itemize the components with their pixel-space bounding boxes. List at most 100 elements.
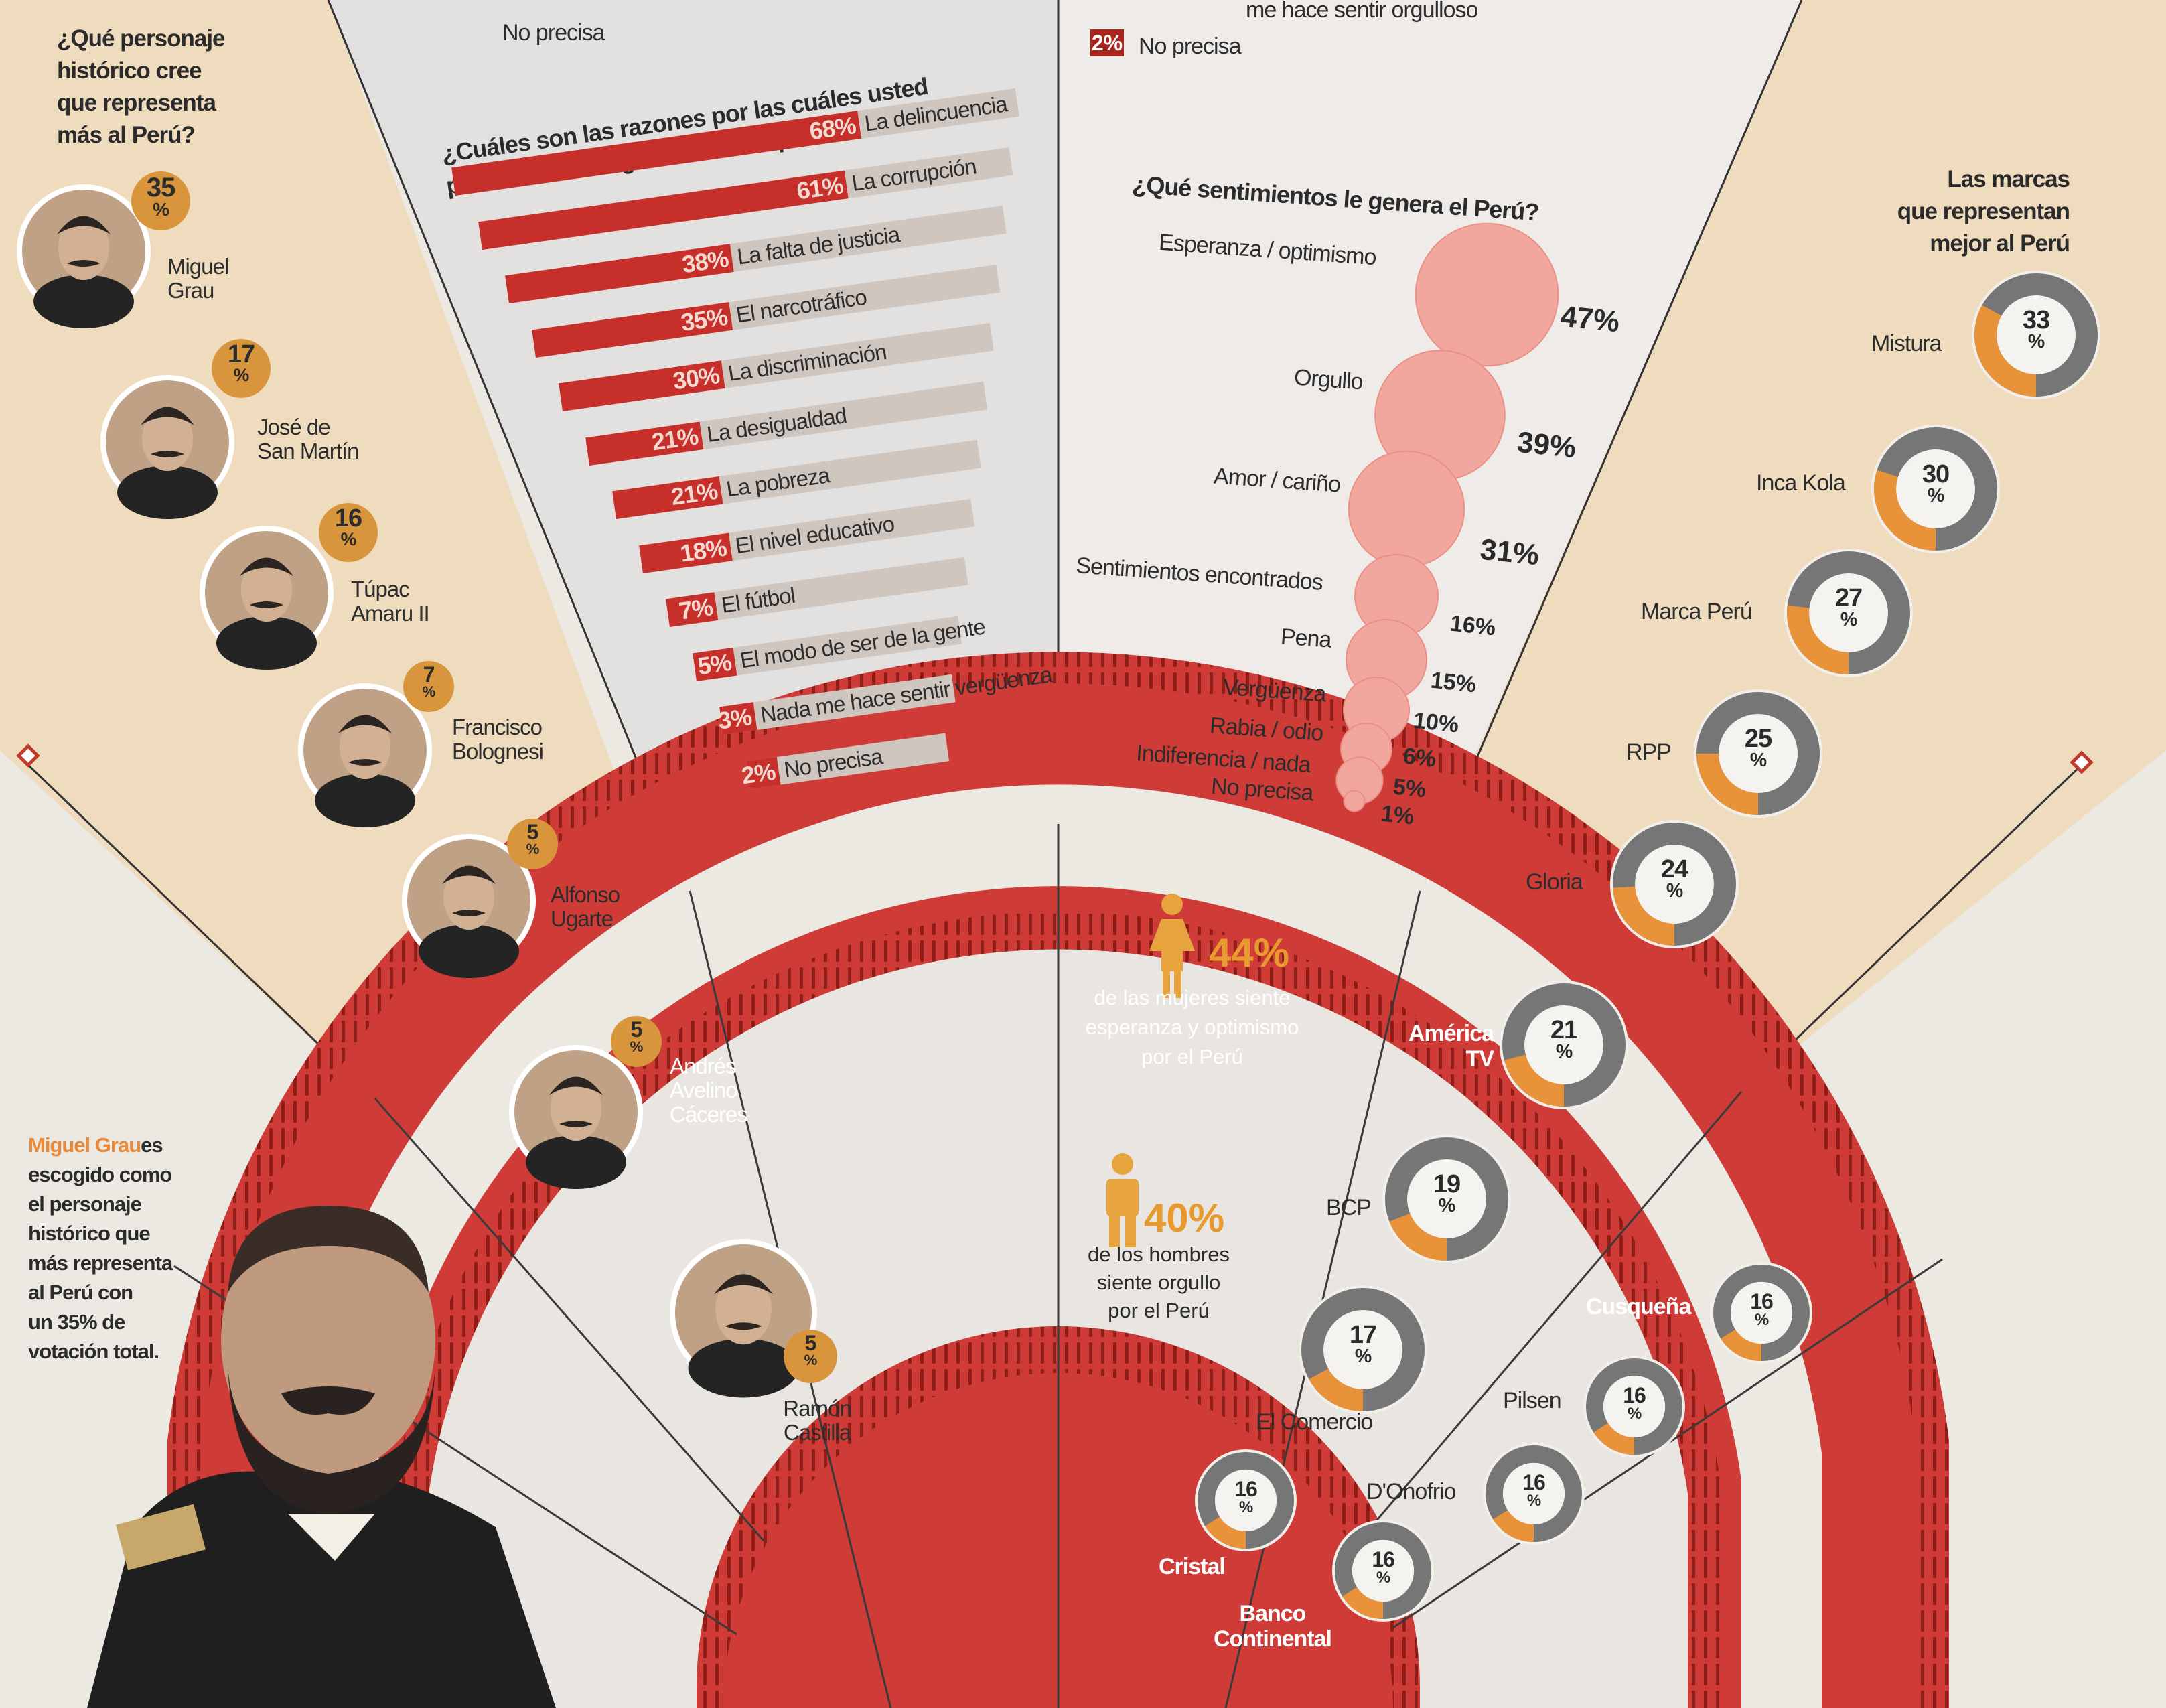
text-line: de los hombres bbox=[1088, 1242, 1230, 1266]
marca-name: Pilsen bbox=[1503, 1388, 1562, 1413]
personaje-pct-badge: 17% bbox=[212, 342, 271, 384]
marca-name: Gloria bbox=[1526, 869, 1583, 895]
pct-sign: % bbox=[1927, 484, 1944, 506]
portrait-group bbox=[17, 171, 837, 1398]
marca-pct: 27% bbox=[1808, 585, 1889, 630]
pct-number: 7 bbox=[423, 662, 435, 687]
bar-pct: 5% bbox=[696, 648, 733, 680]
name-line: TV bbox=[1465, 1046, 1494, 1072]
marca-pct: 19% bbox=[1406, 1169, 1487, 1216]
pct-number: 24 bbox=[1660, 855, 1688, 883]
name-line: D'Onofrio bbox=[1366, 1479, 1457, 1504]
bar-fill: 3% bbox=[716, 702, 757, 735]
grau-large-portrait bbox=[87, 1206, 556, 1708]
marca-pct: 16% bbox=[1594, 1383, 1674, 1423]
pct-number: 5 bbox=[526, 819, 539, 844]
pct-badge-bg bbox=[507, 819, 558, 869]
verguenza-partial-no-precisa: No precisa bbox=[502, 20, 605, 46]
name-line: Banco bbox=[1239, 1601, 1307, 1626]
pct-number: 16 bbox=[1234, 1477, 1258, 1502]
name-line: Mistura bbox=[1871, 331, 1942, 356]
sentimiento-pct: 47% bbox=[1559, 299, 1621, 339]
portrait-6 bbox=[670, 1239, 837, 1398]
marca-pct: 25% bbox=[1718, 724, 1798, 770]
portrait-2 bbox=[200, 503, 378, 670]
pct-number: 16 bbox=[1372, 1547, 1395, 1572]
sentimiento-label: Pena bbox=[1279, 624, 1332, 653]
marcas-question: Las marcas que representan mejor al Perú bbox=[1849, 163, 2070, 260]
pct-number: 16 bbox=[1522, 1470, 1546, 1495]
personaje-pct-badge: 5% bbox=[507, 819, 558, 857]
pct-sign: % bbox=[1627, 1404, 1642, 1423]
pct-number: 25 bbox=[1744, 724, 1772, 753]
pct-number: 21 bbox=[1550, 1015, 1578, 1044]
question-line: Las marcas bbox=[1947, 166, 2070, 192]
grau-note-name: Miguel Grau bbox=[28, 1133, 141, 1157]
pct-number: 33 bbox=[2022, 305, 2050, 334]
pct-number: 16 bbox=[1623, 1383, 1646, 1408]
marca-pct: 16% bbox=[1343, 1549, 1423, 1585]
bar-pct: 61% bbox=[794, 170, 845, 205]
name-line: Cáceres bbox=[670, 1102, 748, 1127]
marca-name: Marca Perú bbox=[1641, 599, 1753, 624]
text-line: por el Perú bbox=[1141, 1045, 1243, 1068]
name-line: BCP bbox=[1326, 1195, 1372, 1220]
bar-pct: 21% bbox=[650, 421, 700, 455]
mujeres-text: de las mujeres siente esperanza y optimi… bbox=[1078, 983, 1306, 1072]
name-line: Francisco bbox=[452, 715, 543, 739]
pct-badge-bg bbox=[611, 1016, 662, 1067]
bar-pct: 7% bbox=[677, 593, 715, 625]
name-line: Continental bbox=[1214, 1626, 1332, 1652]
name-line: San Martín bbox=[257, 439, 359, 464]
marca-name: Inca Kola bbox=[1756, 470, 1846, 496]
pct-number: 16 bbox=[1750, 1289, 1774, 1314]
pct-sign: % bbox=[1754, 1310, 1769, 1329]
name-line: Inca Kola bbox=[1756, 470, 1846, 496]
personaje-pct-badge: 16% bbox=[319, 506, 378, 549]
name-line: Avelino bbox=[670, 1078, 738, 1102]
marca-name: El Comercio bbox=[1256, 1409, 1373, 1435]
pct-number: 5 bbox=[630, 1017, 643, 1042]
text-line: esperanza y optimismo bbox=[1085, 1015, 1299, 1039]
marca-name: Mistura bbox=[1871, 331, 1942, 356]
marca-pct: 33% bbox=[1996, 305, 2076, 352]
sentimientos-partial-no-precisa: No precisa bbox=[1139, 33, 1242, 59]
marca-name: BCP bbox=[1326, 1195, 1372, 1220]
pct-sign: % bbox=[1376, 1568, 1390, 1587]
marca-name: Cusqueña bbox=[1586, 1294, 1691, 1320]
pct-sign: % bbox=[804, 1352, 818, 1369]
personaje-pct-badge: 5% bbox=[784, 1332, 837, 1369]
marca-pct: 24% bbox=[1634, 855, 1715, 901]
partial-pct-badge: 2% bbox=[1090, 29, 1124, 56]
pct-badge-bg bbox=[784, 1330, 837, 1383]
personaje-name: José de San Martín bbox=[257, 415, 359, 464]
question-line: ¿Qué personaje bbox=[57, 25, 226, 52]
pct-sign: % bbox=[1526, 1491, 1541, 1510]
personaje-name: Miguel Grau bbox=[167, 255, 229, 303]
name-line: Ramón bbox=[783, 1396, 851, 1421]
pct-sign: % bbox=[153, 199, 169, 220]
name-line: Bolognesi bbox=[452, 739, 544, 764]
marca-name: América TV bbox=[1386, 1021, 1494, 1072]
grau-note-line: votación total. bbox=[28, 1340, 159, 1363]
pct-number: 16 bbox=[334, 504, 362, 533]
grau-note-line: el personaje bbox=[28, 1192, 142, 1216]
personaje-name: Alfonso Ugarte bbox=[551, 883, 620, 931]
pct-number: 19 bbox=[1433, 1169, 1461, 1198]
pct-sign: % bbox=[233, 365, 250, 386]
pct-sign: % bbox=[1840, 608, 1857, 630]
grau-note-line: histórico que bbox=[28, 1222, 151, 1245]
question-line: mejor al Perú bbox=[1930, 230, 2070, 257]
personaje-name: Francisco Bolognesi bbox=[452, 715, 544, 764]
pct-sign: % bbox=[422, 683, 436, 700]
grau-note-line: un 35% de bbox=[28, 1310, 125, 1334]
grau-note: Miguel Graues escogido como el personaje… bbox=[28, 1131, 209, 1366]
name-line: Alfonso bbox=[551, 882, 620, 907]
pct-badge-bg bbox=[319, 503, 378, 562]
marca-name: Cristal bbox=[1159, 1554, 1226, 1579]
pct-sign: % bbox=[340, 529, 357, 550]
personaje-pct-badge: 35% bbox=[131, 174, 190, 220]
pct-sign: % bbox=[526, 840, 540, 857]
question-line: que representan bbox=[1897, 198, 2070, 224]
